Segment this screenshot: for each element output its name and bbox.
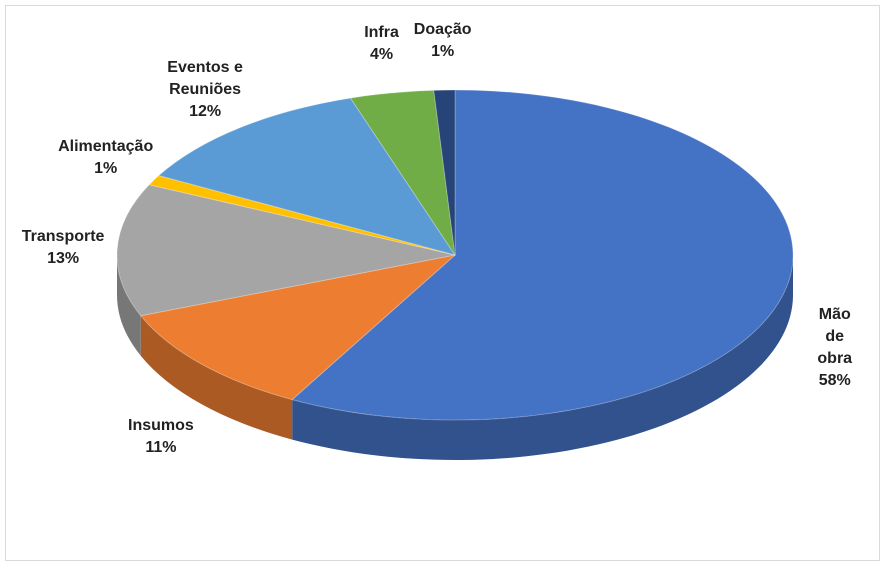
data-label: Insumos 11% [128,415,194,459]
pie-slice [116,184,456,317]
value-label: 4% [369,46,394,64]
pie-slice [433,89,456,256]
data-label: Alimentação 1% [58,136,153,180]
value-label: 1% [431,42,455,60]
value-label: 12% [189,102,222,120]
category-label: Doação [413,20,472,38]
category-label: Eventos e Reuniões [167,58,243,98]
value-label: 13% [47,250,80,268]
category-label: Insumos [127,416,194,434]
pie-slice [148,174,456,256]
pie-slice [139,254,457,401]
value-label: 1% [94,159,118,177]
pie-slice [291,89,794,421]
pie-slice-side [140,315,293,440]
category-label: Infra [364,24,399,42]
data-label: Doação 1% [414,19,472,63]
category-label: Mão de obra [817,306,853,368]
chart-frame [5,5,880,561]
category-label: Transporte [21,228,105,246]
data-label: Mão de obra 58% [809,304,861,392]
pie-slice-side [292,255,793,461]
pie-slice [157,97,457,256]
value-label: 11% [145,438,177,456]
data-label: Infra 4% [364,22,399,66]
category-label: Alimentação [58,137,154,155]
pie-slice-side [117,255,141,356]
pie-slice [349,89,456,256]
data-label: Transporte 13% [22,226,105,270]
value-label: 58% [818,372,851,390]
data-label: Eventos e Reuniões 12% [155,57,255,123]
